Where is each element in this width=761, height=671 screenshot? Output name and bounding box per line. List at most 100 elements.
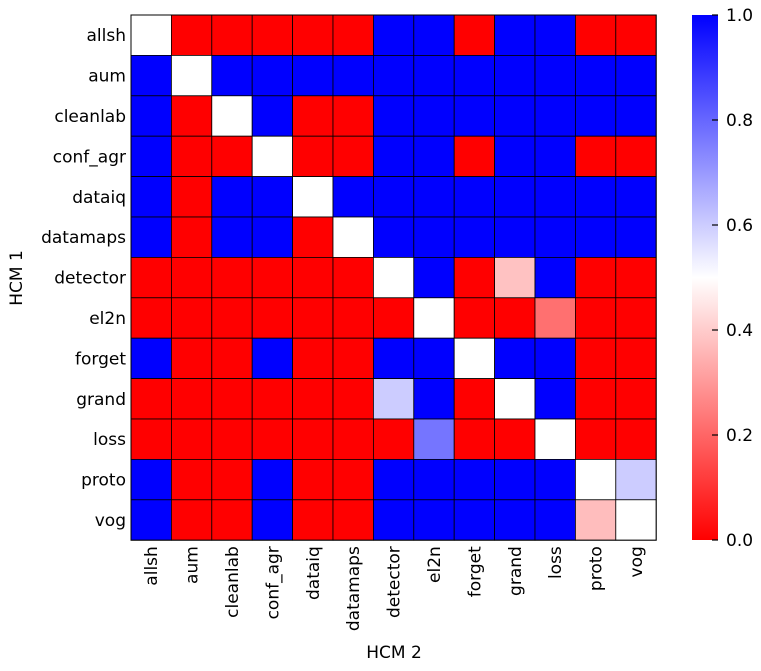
heatmap-cell-datamaps-cleanlab bbox=[211, 216, 253, 258]
heatmap-cell-allsh-grand bbox=[494, 14, 536, 56]
heatmap-cell-conf_agr-dataiq bbox=[292, 135, 334, 177]
heatmap-cell-aum-vog bbox=[615, 55, 657, 97]
heatmap-cells bbox=[130, 14, 657, 541]
colorbar-tick-label: 0.2 bbox=[726, 426, 753, 446]
heatmap-cell-dataiq-aum bbox=[170, 176, 213, 218]
heatmap-cell-allsh-el2n bbox=[413, 14, 455, 56]
x-tick-label: el2n bbox=[425, 546, 445, 583]
heatmap-cell-forget-dataiq bbox=[292, 337, 334, 380]
colorbar-tick-label: 0.8 bbox=[726, 111, 753, 131]
heatmap-cell-proto-allsh bbox=[130, 458, 172, 501]
colorbar-tick-label: 1.0 bbox=[726, 6, 753, 26]
heatmap-cell-allsh-loss bbox=[534, 14, 576, 56]
y-tick-label: loss bbox=[93, 430, 126, 450]
heatmap-cell-detector-allsh bbox=[130, 256, 172, 299]
heatmap-cell-aum-loss bbox=[534, 55, 576, 97]
heatmap-cell-loss-dataiq bbox=[292, 418, 334, 460]
heatmap-cell-detector-grand bbox=[494, 256, 536, 299]
x-tick-label: cleanlab bbox=[223, 546, 243, 618]
heatmap-cell-grand-el2n bbox=[413, 378, 455, 420]
heatmap-cell-forget-detector bbox=[372, 337, 415, 380]
heatmap-cell-vog-loss bbox=[534, 499, 576, 541]
heatmap-cell-proto-cleanlab bbox=[211, 458, 253, 501]
heatmap-cell-proto-detector bbox=[372, 458, 415, 501]
y-tick-label: el2n bbox=[89, 309, 126, 329]
heatmap-cell-vog-aum bbox=[170, 499, 213, 541]
heatmap-cell-conf_agr-vog bbox=[615, 135, 657, 177]
heatmap-cell-cleanlab-proto bbox=[575, 95, 617, 137]
colorbar-tick-label: 0.4 bbox=[726, 321, 753, 341]
heatmap-cell-aum-proto bbox=[575, 55, 617, 97]
colorbar bbox=[692, 15, 718, 540]
heatmap-cell-cleanlab-loss bbox=[534, 95, 576, 137]
heatmap-cell-datamaps-vog bbox=[615, 216, 657, 258]
heatmap-cell-proto-proto bbox=[575, 458, 617, 501]
heatmap-cell-vog-el2n bbox=[413, 499, 455, 541]
heatmap-cell-el2n-grand bbox=[494, 297, 536, 339]
heatmap-cell-el2n-cleanlab bbox=[211, 297, 253, 339]
heatmap-cell-cleanlab-dataiq bbox=[292, 95, 334, 137]
heatmap-cell-grand-proto bbox=[575, 378, 617, 420]
heatmap-cell-el2n-vog bbox=[615, 297, 657, 339]
heatmap-cell-cleanlab-conf_agr bbox=[251, 95, 293, 137]
heatmap-cell-dataiq-loss bbox=[534, 176, 576, 218]
y-tick-label: datamaps bbox=[41, 228, 126, 248]
heatmap-cell-conf_agr-proto bbox=[575, 135, 617, 177]
heatmap-cell-detector-forget bbox=[453, 256, 496, 299]
heatmap-cell-datamaps-loss bbox=[534, 216, 576, 258]
x-tick-label: detector bbox=[385, 546, 405, 618]
heatmap-cell-loss-aum bbox=[170, 418, 213, 460]
heatmap-cell-allsh-cleanlab bbox=[211, 14, 253, 56]
heatmap-cell-cleanlab-el2n bbox=[413, 95, 455, 137]
heatmap-cell-conf_agr-cleanlab bbox=[211, 135, 253, 177]
heatmap-cell-cleanlab-datamaps bbox=[332, 95, 374, 137]
heatmap-cell-aum-el2n bbox=[413, 55, 455, 97]
heatmap-cell-aum-datamaps bbox=[332, 55, 374, 97]
heatmap-cell-forget-allsh bbox=[130, 337, 172, 380]
heatmap-cell-dataiq-vog bbox=[615, 176, 657, 218]
heatmap-cell-forget-aum bbox=[170, 337, 213, 380]
heatmap-cell-aum-allsh bbox=[130, 55, 172, 97]
heatmap-cell-dataiq-allsh bbox=[130, 176, 172, 218]
heatmap-cell-loss-datamaps bbox=[332, 418, 374, 460]
heatmap-frame bbox=[130, 14, 657, 541]
heatmap-cell-loss-proto bbox=[575, 418, 617, 460]
heatmap-cell-datamaps-aum bbox=[170, 216, 213, 258]
heatmap-cell-vog-allsh bbox=[130, 499, 172, 541]
heatmap-cell-allsh-detector bbox=[372, 14, 415, 56]
heatmap-cell-el2n-forget bbox=[453, 297, 496, 339]
heatmap-cell-forget-forget bbox=[453, 337, 496, 380]
heatmap-cell-loss-forget bbox=[453, 418, 496, 460]
heatmap-cell-el2n-el2n bbox=[413, 297, 455, 339]
heatmap-cell-conf_agr-el2n bbox=[413, 135, 455, 177]
heatmap-cell-aum-grand bbox=[494, 55, 536, 97]
heatmap-cell-detector-el2n bbox=[413, 256, 455, 299]
heatmap-cell-conf_agr-forget bbox=[453, 135, 496, 177]
heatmap-cell-loss-cleanlab bbox=[211, 418, 253, 460]
heatmap-cell-aum-aum bbox=[170, 55, 213, 97]
heatmap-cell-conf_agr-detector bbox=[372, 135, 415, 177]
y-tick-label: aum bbox=[88, 67, 126, 87]
heatmap-cell-el2n-datamaps bbox=[332, 297, 374, 339]
y-tick-label: vog bbox=[95, 511, 126, 531]
x-tick-label: dataiq bbox=[304, 546, 324, 600]
heatmap-cell-datamaps-el2n bbox=[413, 216, 455, 258]
x-tick-label: datamaps bbox=[344, 546, 364, 631]
colorbar-tick-label: 0.0 bbox=[726, 531, 753, 551]
heatmap-cell-detector-vog bbox=[615, 256, 657, 299]
heatmap-cell-conf_agr-loss bbox=[534, 135, 576, 177]
heatmap-cell-vog-proto bbox=[575, 499, 617, 541]
y-tick-label: dataiq bbox=[72, 188, 126, 208]
heatmap-cell-cleanlab-vog bbox=[615, 95, 657, 137]
heatmap-cell-detector-dataiq bbox=[292, 256, 334, 299]
heatmap-cell-dataiq-grand bbox=[494, 176, 536, 218]
heatmap-cell-proto-loss bbox=[534, 458, 576, 501]
heatmap-cell-forget-vog bbox=[615, 337, 657, 380]
y-tick-label: conf_agr bbox=[53, 147, 126, 167]
heatmap-cell-grand-datamaps bbox=[332, 378, 374, 420]
heatmap-cell-loss-detector bbox=[372, 418, 415, 460]
heatmap-cell-grand-aum bbox=[170, 378, 213, 420]
heatmap-cell-grand-detector bbox=[372, 378, 415, 420]
heatmap-cell-allsh-aum bbox=[170, 14, 213, 56]
